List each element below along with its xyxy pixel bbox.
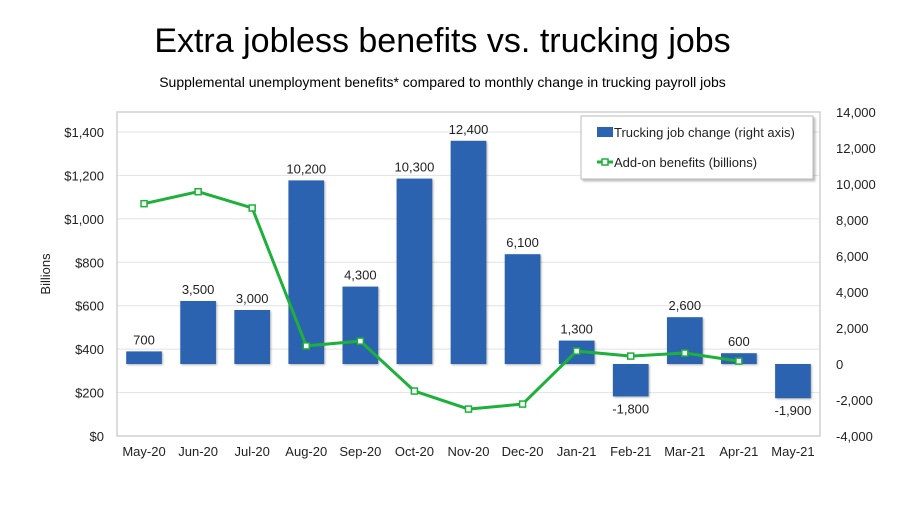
x-tick-label: Nov-20 [448, 444, 490, 459]
y-left-tick-label: $800 [75, 255, 104, 270]
x-tick-label: Mar-21 [664, 444, 705, 459]
line-marker [518, 400, 527, 408]
bar-data-label: -1,800 [612, 401, 649, 416]
bar-data-label: 4,300 [344, 268, 377, 283]
y-left-tick-label: $1,400 [64, 125, 104, 140]
bar [396, 178, 433, 364]
chart-title: Extra jobless benefits vs. trucking jobs [154, 22, 731, 60]
y-right-tick-label: 14,000 [836, 105, 876, 120]
y-left-tick-label: $400 [75, 342, 104, 357]
bar-data-label: 6,100 [506, 235, 539, 250]
legend-line-marker [601, 158, 609, 166]
y-left-tick-label: $200 [75, 386, 104, 401]
y-right-tick-label: 4,000 [836, 285, 869, 300]
x-tick-label: Oct-20 [395, 444, 434, 459]
y-left-tick-label: $0 [90, 429, 104, 444]
x-tick-label: Sep-20 [339, 444, 381, 459]
line-marker [140, 199, 148, 208]
legend-bar-swatch [597, 127, 613, 137]
line-marker [356, 337, 365, 345]
bar [234, 310, 271, 364]
bar [775, 364, 811, 399]
legend-line-label: Add-on benefits (billions) [614, 155, 757, 170]
bar-data-label: 3,500 [182, 282, 215, 297]
bar [180, 301, 216, 364]
y-right-tick-label: -4,000 [836, 429, 873, 444]
legend-bar-label: Trucking job change (right axis) [614, 125, 795, 140]
bar-data-label: 600 [728, 334, 750, 349]
x-tick-label: Dec-20 [502, 444, 544, 459]
y-right-tick-label: 8,000 [836, 213, 869, 228]
line-marker [194, 187, 202, 196]
y-left-tick-label: $600 [75, 299, 104, 314]
bar [612, 364, 649, 397]
line-marker [248, 204, 256, 212]
x-tick-label: Aug-20 [285, 444, 327, 459]
plot-area-border [116, 111, 821, 437]
line-marker [626, 352, 635, 360]
bar [504, 254, 541, 364]
bar-data-label: 3,000 [236, 291, 269, 306]
bar-data-label: 700 [133, 332, 155, 347]
chart-subtitle: Supplemental unemployment benefits* comp… [159, 74, 726, 90]
y-right-tick-label: 12,000 [836, 141, 876, 156]
x-tick-label: Jan-21 [557, 444, 597, 459]
line-marker [681, 349, 689, 357]
y-right-tick-label: -2,000 [836, 393, 873, 408]
line-marker [302, 342, 311, 350]
x-tick-label: Jul-20 [234, 444, 269, 459]
bar [666, 317, 703, 364]
bar [126, 351, 162, 364]
line-marker [410, 387, 419, 395]
bar [288, 180, 325, 364]
line-marker [735, 357, 743, 365]
x-tick-label: Apr-21 [719, 444, 758, 459]
line-marker [464, 405, 473, 413]
x-tick-label: Jun-20 [178, 444, 218, 459]
line-marker [572, 347, 581, 355]
benefits-line [143, 190, 740, 411]
bar-data-label: 12,400 [449, 122, 489, 137]
bar-data-label: 10,200 [286, 161, 326, 176]
bar-data-label: -1,900 [775, 403, 812, 418]
y-left-tick-label: $1,000 [64, 212, 104, 227]
y-right-tick-label: 10,000 [836, 177, 876, 192]
x-tick-label: Feb-21 [610, 444, 651, 459]
bar [450, 140, 487, 364]
y-left-tick-label: $1,200 [64, 168, 104, 183]
y-axis-label: Billions [38, 253, 53, 295]
x-tick-label: May-21 [771, 444, 814, 459]
bar-data-label: 1,300 [560, 322, 593, 337]
bar-data-label: 2,600 [669, 298, 702, 313]
legend: Trucking job change (right axis) Add-on … [580, 115, 814, 180]
y-right-tick-label: 6,000 [836, 249, 869, 264]
bar-data-label: 10,300 [395, 160, 435, 175]
x-tick-label: May-20 [122, 444, 165, 459]
y-right-tick-label: 0 [836, 357, 843, 372]
y-right-tick-label: 2,000 [836, 321, 869, 336]
